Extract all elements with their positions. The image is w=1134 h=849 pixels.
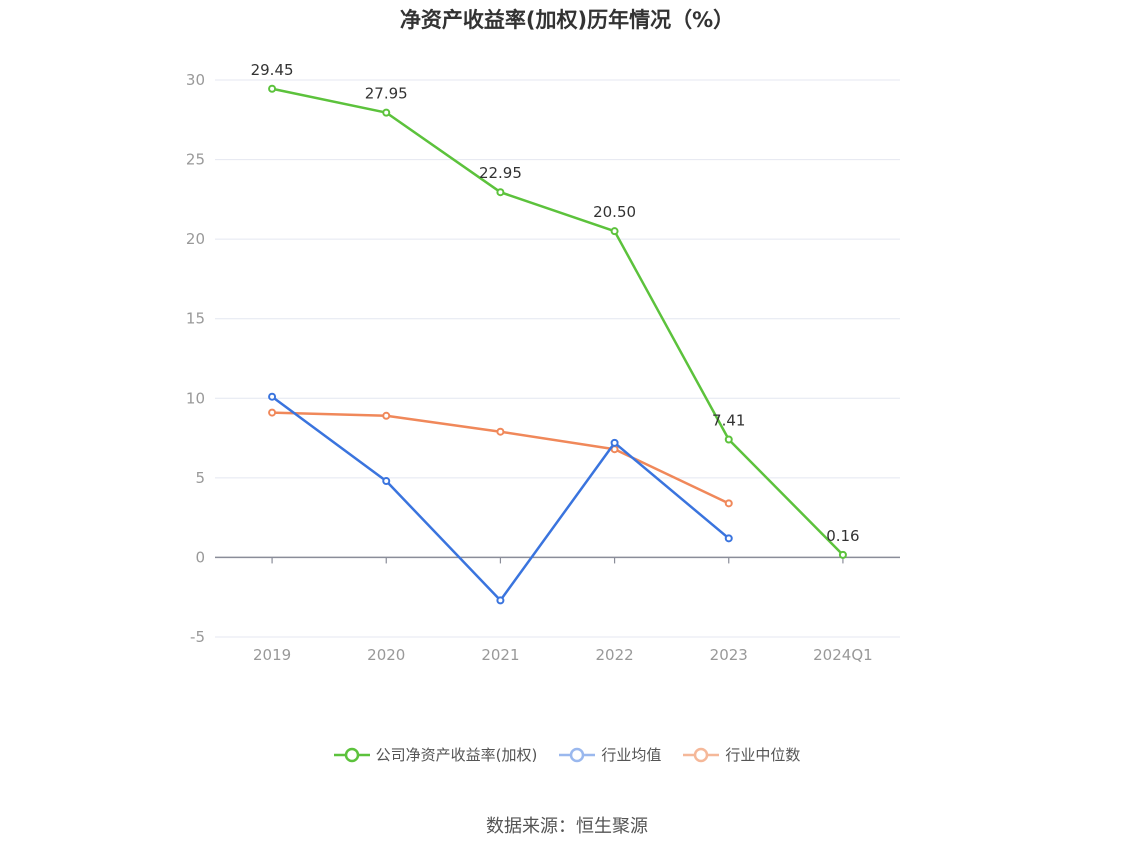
legend: 公司净资产收益率(加权) 行业均值 行业中位数 <box>0 744 1134 765</box>
x-axis: 2019 2020 2021 2022 2023 2024Q1 <box>215 556 900 664</box>
data-point <box>724 499 733 508</box>
chart-title: 净资产收益率(加权)历年情况（%） <box>399 8 735 32</box>
x-tick-label: 2022 <box>595 646 633 664</box>
y-tick-label: 30 <box>186 71 205 89</box>
legend-label: 行业均值 <box>601 746 662 764</box>
data-source: 数据来源：恒生聚源 <box>486 816 648 837</box>
series-line-2 <box>272 411 730 505</box>
data-point <box>382 477 391 486</box>
legend-marker-icon <box>683 747 720 762</box>
x-tick-label: 2019 <box>253 646 291 664</box>
data-point <box>382 108 391 117</box>
data-point <box>496 596 505 605</box>
legend-item-industry-median[interactable]: 行业中位数 <box>683 744 800 765</box>
legend-item-industry-average[interactable]: 行业均值 <box>559 744 661 765</box>
y-tick-label: 10 <box>186 389 205 407</box>
legend-item-company-roe[interactable]: 公司净资产收益率(加权) <box>333 744 538 765</box>
series-group <box>268 84 847 605</box>
legend-label: 公司净资产收益率(加权) <box>375 746 538 764</box>
y-tick-label: 20 <box>186 230 205 248</box>
data-point <box>610 438 619 447</box>
x-tick-label: 2021 <box>481 646 519 664</box>
data-point <box>382 411 391 420</box>
data-label: 0.16 <box>826 527 859 545</box>
data-label: 29.45 <box>251 61 294 79</box>
x-tick-label: 2024Q1 <box>813 646 873 664</box>
series-line-0 <box>271 87 844 556</box>
data-label: 27.95 <box>365 85 408 103</box>
data-point <box>610 227 619 236</box>
y-tick-label: 15 <box>186 310 205 328</box>
data-label: 7.41 <box>712 412 745 430</box>
legend-marker-icon <box>559 747 596 762</box>
data-point <box>268 392 277 401</box>
data-point <box>268 84 277 93</box>
data-point <box>724 534 733 543</box>
x-tick-label: 2020 <box>367 646 405 664</box>
data-point <box>838 550 847 559</box>
legend-label: 行业中位数 <box>725 746 801 764</box>
y-tick-label: 5 <box>195 469 205 487</box>
y-tick-label: 25 <box>186 151 205 169</box>
series-line-1 <box>271 395 730 602</box>
grid-lines <box>215 79 900 638</box>
x-tick-label: 2023 <box>710 646 748 664</box>
data-point <box>268 408 277 417</box>
y-axis: 30 25 20 15 10 5 0 -5 <box>186 71 205 646</box>
legend-marker-icon <box>333 747 370 762</box>
data-point <box>496 188 505 197</box>
data-label: 20.50 <box>593 203 636 221</box>
data-label: 22.95 <box>479 164 522 182</box>
y-tick-label: 0 <box>195 548 205 566</box>
data-point <box>724 435 733 444</box>
data-labels: 29.45 27.95 22.95 20.50 7.41 0.16 <box>251 61 860 545</box>
data-point <box>496 427 505 436</box>
y-tick-label: -5 <box>190 628 205 646</box>
